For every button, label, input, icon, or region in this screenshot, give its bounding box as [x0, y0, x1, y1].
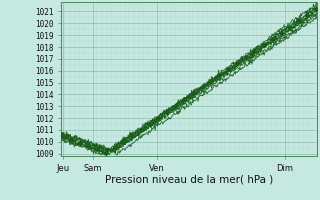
X-axis label: Pression niveau de la mer( hPa ): Pression niveau de la mer( hPa ) [105, 174, 273, 184]
